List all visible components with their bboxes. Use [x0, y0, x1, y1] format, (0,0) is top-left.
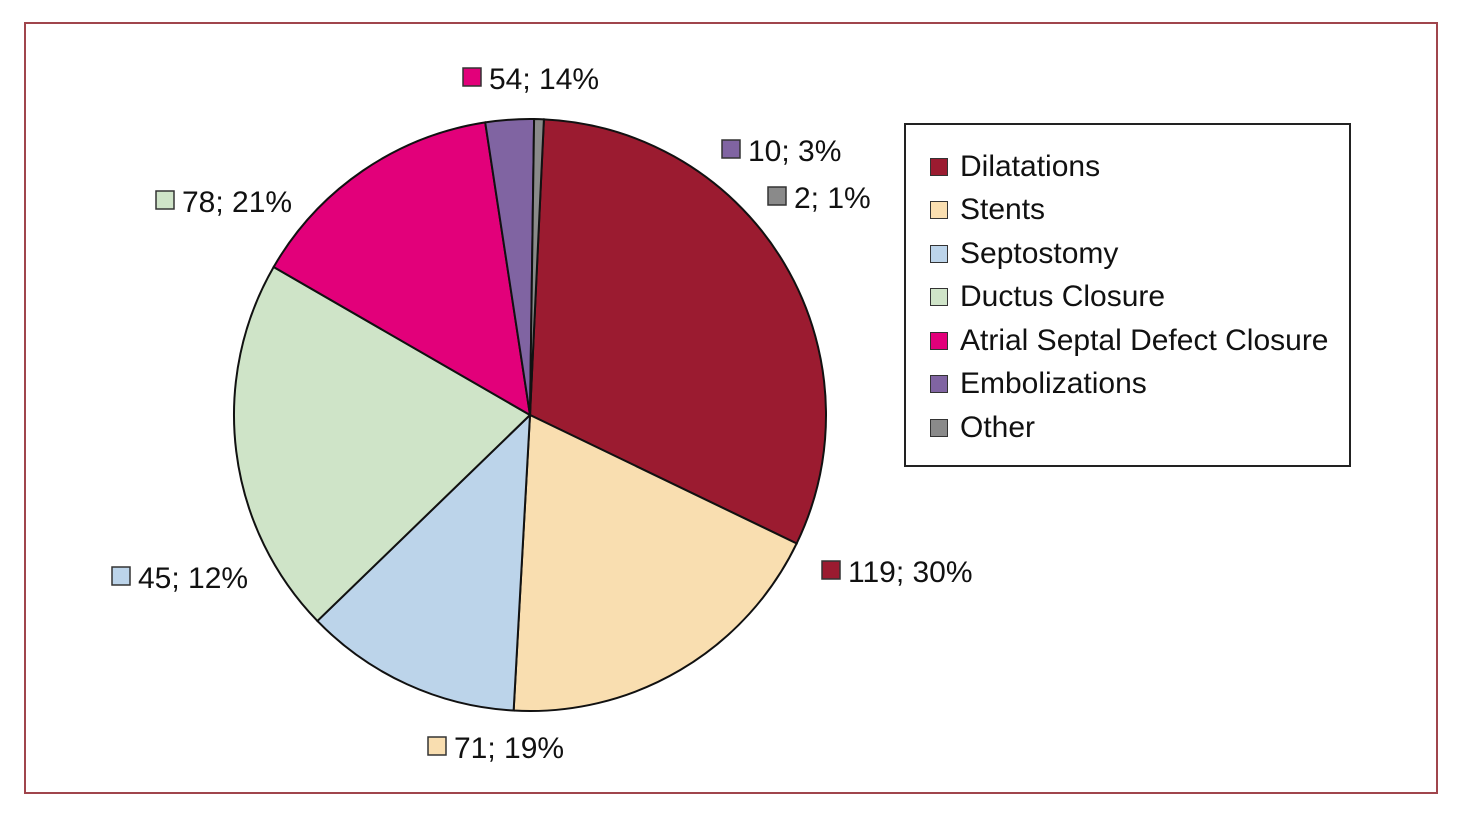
legend-swatch — [930, 288, 948, 307]
legend-swatch — [930, 375, 948, 394]
legend-label: Atrial Septal Defect Closure — [960, 323, 1329, 357]
data-label-swatch — [427, 736, 447, 756]
data-label-septostomy: 45; 12% — [111, 562, 248, 595]
data-label-text: 71; 19% — [454, 732, 564, 765]
pie-slices — [233, 118, 827, 712]
legend-swatch — [930, 201, 948, 220]
legend-label: Septostomy — [960, 236, 1119, 270]
pie-slice-septostomy — [315, 412, 532, 712]
data-label-atrial-septal-defect-closure: 54; 14% — [462, 63, 599, 96]
legend-swatch — [930, 418, 948, 437]
legend-label: Embolizations — [960, 367, 1147, 401]
data-label-text: 2; 1% — [794, 182, 871, 215]
legend-swatch — [930, 244, 948, 263]
legend-label: Ductus Closure — [960, 280, 1166, 314]
data-label-swatch — [111, 566, 131, 586]
legend-item-dilatations: Dilatations — [906, 145, 1349, 189]
data-label-stents: 71; 19% — [427, 732, 564, 765]
pie-slice-stents — [512, 413, 798, 712]
data-label-text: 45; 12% — [138, 562, 248, 595]
data-label-swatch — [767, 186, 787, 206]
data-label-swatch — [155, 190, 175, 210]
data-label-swatch — [721, 139, 741, 159]
legend-item-other: Other — [906, 406, 1349, 450]
data-labels: 119; 30% 71; 19% 45; 12% 78; 21% 54; 14% 10; … — [111, 63, 973, 765]
legend-item-ductus-closure: Ductus Closure — [906, 276, 1349, 320]
legend-item-atrial-septal-defect-closure: Atrial Septal Defect Closure — [906, 319, 1349, 363]
legend: Dilatations Stents Septostomy Ductus Clo… — [904, 123, 1351, 467]
legend-swatch — [930, 157, 948, 176]
legend-item-embolizations: Embolizations — [906, 363, 1349, 407]
legend-label: Other — [960, 410, 1036, 444]
data-label-text: 10; 3% — [748, 135, 841, 168]
pie-slice-other — [529, 118, 545, 416]
data-label-dilatations: 119; 30% — [821, 556, 973, 589]
data-label-other: 2; 1% — [767, 182, 871, 215]
data-label-text: 119; 30% — [848, 556, 973, 589]
data-label-swatch — [821, 560, 841, 580]
legend-item-stents: Stents — [906, 189, 1349, 233]
legend-item-septostomy: Septostomy — [906, 232, 1349, 276]
legend-label: Stents — [960, 193, 1046, 227]
pie-slice-ductus-closure — [233, 265, 532, 623]
legend-swatch — [930, 331, 948, 350]
pie-slice-atrial-septal-defect-closure — [272, 121, 532, 417]
data-label-swatch — [462, 67, 482, 87]
data-label-text: 54; 14% — [489, 63, 599, 96]
legend-label: Dilatations — [960, 149, 1101, 183]
data-label-text: 78; 21% — [182, 186, 292, 219]
pie-slice-dilatations — [528, 118, 827, 545]
data-label-embolizations: 10; 3% — [721, 135, 841, 168]
data-label-ductus-closure: 78; 21% — [155, 186, 292, 219]
